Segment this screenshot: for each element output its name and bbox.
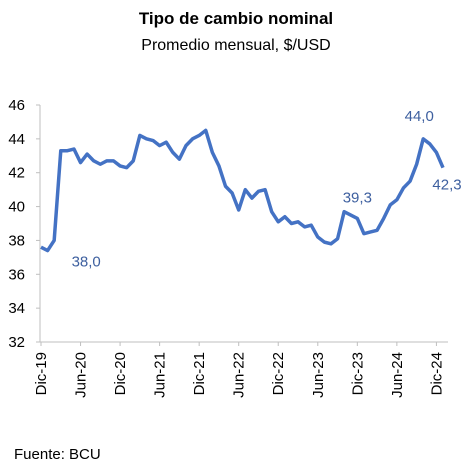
chart-title: Tipo de cambio nominal <box>139 9 333 28</box>
y-tick-label: 38 <box>8 232 25 249</box>
x-tick-label: Jun-20 <box>73 352 90 398</box>
y-tick-label: 44 <box>8 131 25 148</box>
source-note: Fuente: BCU <box>14 446 101 463</box>
x-tick-label: Jun-21 <box>152 352 169 398</box>
x-tick-label: Dic-21 <box>191 352 208 395</box>
y-tick-label: 32 <box>8 334 25 351</box>
data-label: 42,3 <box>432 177 461 194</box>
x-tick-label: Dic-24 <box>428 352 445 395</box>
data-label: 44,0 <box>405 108 434 125</box>
y-tick-label: 46 <box>8 97 25 114</box>
x-tick-label: Dic-22 <box>270 352 287 395</box>
x-tick-label: Jun-24 <box>389 352 406 398</box>
x-tick-label: Dic-19 <box>33 352 50 395</box>
y-tick-label: 42 <box>8 165 25 182</box>
data-line <box>40 128 445 253</box>
y-tick-label: 34 <box>8 300 25 317</box>
x-tick-label: Dic-23 <box>349 352 366 395</box>
x-tick-label: Jun-22 <box>231 352 248 398</box>
data-label: 39,3 <box>343 189 372 206</box>
x-tick-label: Jun-23 <box>310 352 327 398</box>
chart-subtitle: Promedio mensual, $/USD <box>141 37 330 54</box>
y-tick-label: 40 <box>8 199 25 216</box>
y-tick-label: 36 <box>8 266 25 283</box>
x-tick-label: Dic-20 <box>112 352 129 395</box>
data-label: 38,0 <box>72 253 101 270</box>
